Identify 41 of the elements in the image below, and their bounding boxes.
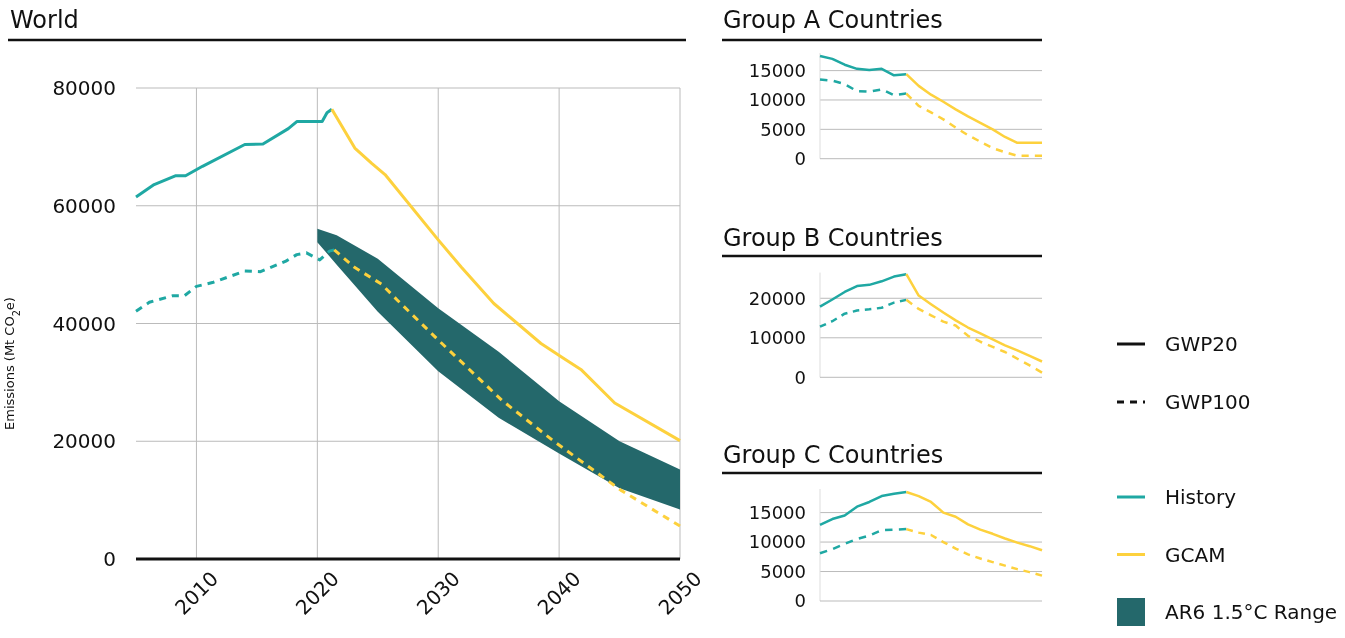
chart-title: Group B Countries (723, 224, 943, 252)
y-tick-label: 10000 (748, 327, 806, 349)
line-series (905, 92, 1044, 158)
y-tick-label: 40000 (52, 311, 116, 336)
chart-title: Group C Countries (723, 441, 944, 469)
chart-title: World (10, 6, 79, 34)
line-series (134, 107, 334, 199)
line-series (905, 527, 1044, 577)
line-series (330, 107, 682, 443)
y-tick-label: 0 (794, 148, 806, 169)
y-tick-label: 0 (794, 366, 806, 388)
legend-label: GCAM (1165, 542, 1226, 567)
y-tick-label: 20000 (52, 429, 116, 454)
line-series (818, 78, 908, 97)
y-tick-label: 5000 (760, 118, 806, 140)
y-tick-label: 0 (794, 590, 806, 612)
y-tick-label: 15000 (748, 501, 806, 523)
y-tick-label: 15000 (748, 59, 806, 81)
line-series (818, 490, 908, 527)
line-series (332, 248, 682, 528)
line-series (818, 54, 908, 77)
line-series (134, 248, 336, 313)
text: GWP100 (1165, 390, 1251, 414)
line-series (905, 490, 1044, 552)
chart-title: Group A Countries (723, 6, 943, 34)
y-tick-label: 60000 (52, 193, 116, 218)
y-tick-label: 0 (103, 547, 116, 571)
y-tick-label: 80000 (52, 76, 116, 100)
legend-label: AR6 1.5°C Range (1165, 600, 1338, 624)
text: GWP20 (1165, 332, 1238, 356)
line-series (818, 272, 908, 308)
legend-label: History (1165, 485, 1237, 509)
y-tick-label: 5000 (760, 560, 806, 582)
line-series (905, 298, 1044, 374)
line-series (818, 298, 908, 328)
y-tick-label: 10000 (748, 89, 806, 111)
line-series (905, 72, 1044, 145)
y-tick-label: 10000 (748, 531, 806, 553)
line-series (905, 272, 1044, 363)
line-series (818, 527, 908, 555)
y-tick-label: 20000 (748, 287, 806, 309)
